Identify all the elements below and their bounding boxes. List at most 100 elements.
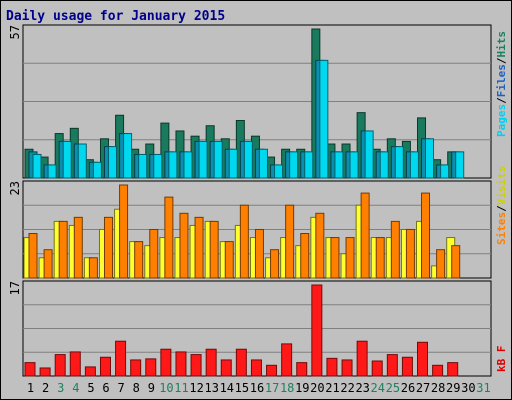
bar-pages-day-13: [213, 140, 223, 179]
x-tick-day-12: 12: [189, 381, 203, 395]
panel-bottom: 17: [8, 280, 492, 377]
bar-kb-f-day-28: [432, 364, 444, 377]
legend-middle: Sites/Visits: [495, 166, 508, 246]
x-tick-day-16: 16: [250, 381, 264, 395]
x-tick-day-10: 10: [159, 381, 173, 395]
bar-kb-f-day-23: [356, 340, 368, 377]
x-tick-day-21: 21: [325, 381, 339, 395]
bar-pages-day-19: [304, 151, 314, 179]
bar-kb-f-day-26: [401, 356, 413, 377]
bar-pages-day-8: [138, 153, 148, 179]
bar-kb-f-day-19: [296, 362, 308, 377]
bar-pages-day-20: [319, 59, 329, 179]
bar-kb-f-day-7: [115, 340, 127, 377]
bar-pages-day-6: [107, 146, 117, 179]
x-tick-day-11: 11: [174, 381, 188, 395]
x-tick-day-31: 31: [476, 381, 490, 395]
x-tick-day-19: 19: [295, 381, 309, 395]
y-max-label-top: 57: [8, 25, 22, 39]
x-tick-day-25: 25: [386, 381, 400, 395]
x-tick-day-15: 15: [235, 381, 249, 395]
bar-kb-f-day-22: [341, 359, 353, 377]
bar-sites-day-8: [134, 241, 144, 279]
x-tick-day-7: 7: [118, 381, 125, 395]
bar-sites-day-5: [88, 257, 98, 279]
chart-title: Daily usage for January 2015: [6, 9, 225, 24]
bar-sites-day-9: [149, 228, 159, 279]
bar-sites-day-21: [330, 237, 340, 279]
bar-sites-day-26: [405, 228, 415, 279]
bar-sites-day-16: [254, 228, 264, 279]
bar-kb-f-day-4: [69, 351, 81, 377]
bar-sites-day-28: [436, 249, 446, 279]
bar-kb-f-day-24: [371, 360, 383, 377]
bar-sites-day-29: [451, 245, 461, 279]
bar-sites-day-17: [270, 249, 280, 279]
panel-top: 57: [8, 24, 492, 179]
bar-sites-day-12: [194, 216, 204, 279]
panel-middle: 23: [8, 180, 492, 279]
bar-kb-f-day-20: [311, 284, 323, 377]
legend-entry: Sites: [495, 212, 508, 245]
bar-kb-f-day-13: [205, 348, 217, 377]
x-tick-day-20: 20: [310, 381, 324, 395]
bar-pages-day-10: [168, 151, 178, 179]
bar-kb-f-day-25: [386, 354, 398, 377]
bar-kb-f-day-2: [39, 367, 51, 377]
bar-sites-day-20: [315, 212, 325, 279]
legend-entry: /: [495, 57, 508, 64]
legend-entry: kB F: [495, 346, 508, 373]
bar-pages-day-1: [32, 153, 42, 179]
bar-pages-day-2: [47, 164, 57, 179]
bar-pages-day-9: [153, 153, 163, 179]
x-tick-day-2: 2: [42, 381, 49, 395]
bar-sites-day-2: [43, 249, 53, 279]
bar-pages-day-26: [409, 151, 419, 179]
x-tick-day-27: 27: [416, 381, 430, 395]
bar-kb-f-day-15: [235, 348, 247, 377]
bar-kb-f-day-27: [417, 341, 429, 377]
x-tick-day-9: 9: [148, 381, 155, 395]
bar-kb-f-day-10: [160, 348, 172, 377]
bar-sites-day-22: [345, 237, 355, 279]
bar-pages-day-21: [334, 151, 344, 179]
bar-kb-f-day-5: [84, 366, 96, 377]
x-tick-day-30: 30: [461, 381, 475, 395]
bar-kb-f-day-16: [250, 359, 262, 377]
bar-pages-day-22: [349, 151, 359, 179]
x-tick-day-5: 5: [87, 381, 94, 395]
legend-entry: /: [495, 97, 508, 104]
bar-kb-f-day-29: [447, 362, 459, 377]
y-max-label-middle: 23: [8, 181, 22, 195]
bar-kb-f-day-6: [99, 356, 111, 377]
bar-pages-day-15: [243, 140, 253, 179]
x-tick-day-24: 24: [371, 381, 385, 395]
bar-sites-day-19: [300, 233, 310, 279]
x-tick-day-4: 4: [72, 381, 79, 395]
bar-sites-day-4: [73, 216, 83, 279]
x-tick-day-23: 23: [355, 381, 369, 395]
bar-sites-day-7: [119, 184, 129, 279]
bar-sites-day-10: [164, 196, 174, 279]
bar-sites-day-27: [421, 192, 431, 279]
legend-entry: /: [495, 205, 508, 212]
bar-kb-f-day-8: [130, 359, 142, 377]
bar-pages-day-7: [123, 133, 133, 179]
bar-sites-day-23: [360, 192, 370, 279]
bar-pages-day-16: [258, 148, 268, 179]
x-tick-day-22: 22: [340, 381, 354, 395]
bar-pages-day-29: [455, 151, 465, 179]
bar-kb-f-day-12: [190, 354, 202, 377]
bar-sites-day-15: [239, 204, 249, 279]
x-tick-day-14: 14: [220, 381, 234, 395]
x-tick-day-28: 28: [431, 381, 445, 395]
legend-bottom: kB F: [495, 346, 508, 373]
bar-pages-day-25: [394, 146, 404, 179]
bar-sites-day-3: [58, 220, 68, 279]
x-tick-day-17: 17: [265, 381, 279, 395]
legend-top: Pages/Files/Hits: [495, 31, 508, 137]
legend-entry: Hits: [495, 31, 508, 58]
legend-entry: Files: [495, 64, 508, 97]
x-tick-day-26: 26: [401, 381, 415, 395]
